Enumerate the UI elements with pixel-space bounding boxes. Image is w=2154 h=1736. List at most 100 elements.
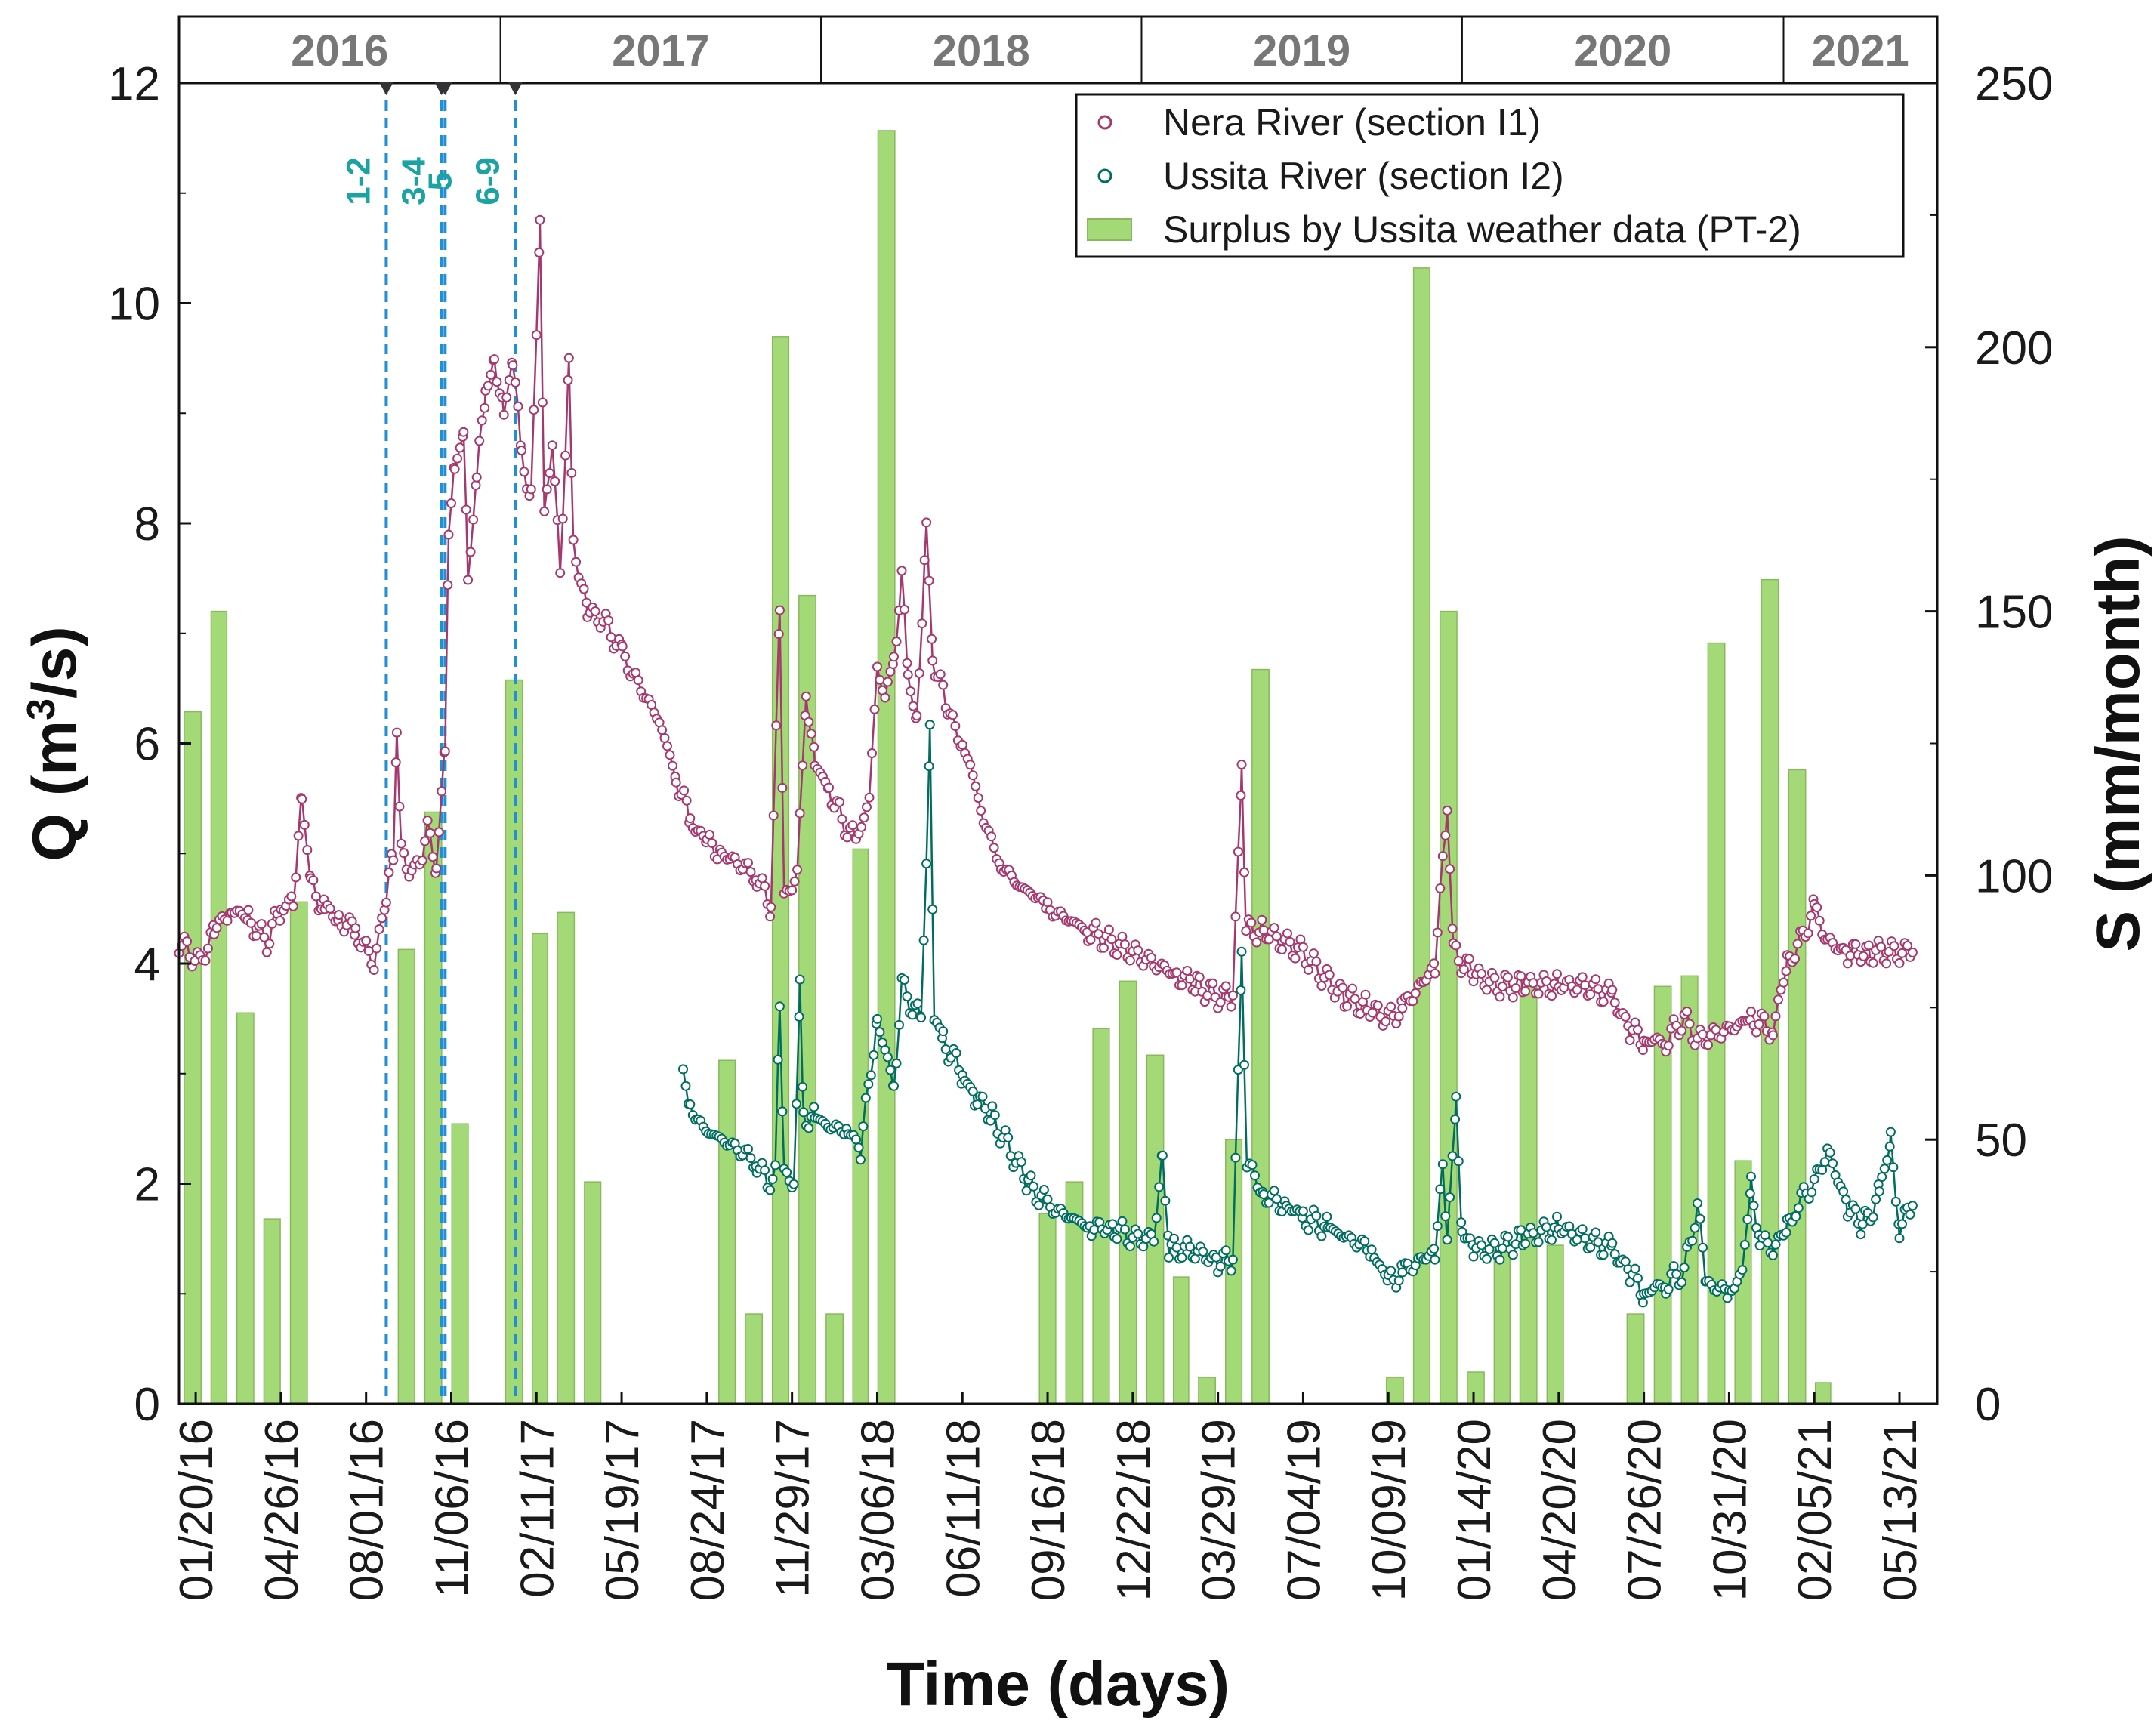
legend-ussita-label: Ussita River (section I2) (1163, 155, 1564, 197)
data-point (508, 360, 518, 371)
data-point (267, 918, 277, 929)
surplus-bar (210, 610, 228, 1405)
data-point (1897, 948, 1907, 958)
data-point (1322, 1211, 1332, 1222)
event-markers (378, 82, 523, 95)
data-point (1264, 1198, 1274, 1208)
data-point (557, 513, 568, 524)
data-point (1748, 1201, 1759, 1211)
y-left-tick-label: 2 (134, 1159, 160, 1211)
data-point (950, 721, 961, 731)
data-point (1169, 1233, 1179, 1244)
data-point (1430, 1254, 1440, 1265)
y-right-tick-label: 250 (1975, 58, 2053, 110)
data-point (760, 880, 770, 891)
data-point (760, 1165, 770, 1176)
data-point (1258, 1189, 1269, 1199)
data-point (291, 872, 301, 883)
data-point (1450, 1114, 1461, 1124)
y-right-axis-title: S (mm/month) (2084, 535, 2152, 951)
data-point (771, 720, 782, 731)
data-point (1359, 1236, 1370, 1247)
data-point (617, 641, 628, 652)
data-point (363, 945, 374, 956)
data-point (1303, 1225, 1313, 1235)
surplus-bar (1092, 1028, 1110, 1405)
year-label: 2018 (933, 26, 1030, 76)
data-point (1547, 991, 1557, 1001)
data-point (921, 517, 932, 528)
data-point (381, 897, 391, 908)
data-point (571, 557, 582, 567)
data-point (1698, 1242, 1708, 1253)
data-point (1687, 1235, 1698, 1246)
surplus-bar (745, 1313, 764, 1405)
surplus-bar (1519, 985, 1538, 1405)
data-point (1682, 1007, 1693, 1016)
data-point (1269, 1186, 1279, 1196)
data-point (434, 827, 444, 837)
data-point (443, 529, 454, 540)
data-point (603, 615, 614, 626)
data-point (245, 917, 256, 928)
data-point (1552, 969, 1562, 979)
data-point (1464, 954, 1474, 964)
data-point (1133, 945, 1143, 956)
data-point (251, 930, 261, 941)
data-point (1541, 976, 1551, 986)
data-point (1437, 1159, 1448, 1170)
data-point (869, 704, 880, 714)
y-left-tick-label: 12 (108, 58, 160, 110)
data-point (1607, 985, 1618, 995)
surplus-bar (1493, 1250, 1511, 1405)
data-point (824, 782, 834, 793)
x-axis-title: Time (days) (887, 1650, 1230, 1719)
data-point (1451, 940, 1461, 951)
data-point (986, 831, 997, 842)
data-point (1894, 1233, 1905, 1244)
data-point (1241, 926, 1251, 936)
data-point (680, 1081, 691, 1091)
data-point (889, 1081, 899, 1091)
data-point (1533, 1237, 1544, 1247)
y-right-tick-label: 100 (1975, 850, 2053, 902)
data-point (907, 1010, 918, 1020)
data-point (1907, 947, 1918, 957)
data-point (275, 915, 285, 926)
data-point (1264, 934, 1274, 945)
data-point (394, 801, 405, 812)
data-point (671, 777, 681, 788)
data-point (202, 943, 213, 954)
data-point (903, 669, 913, 680)
data-point (745, 867, 756, 877)
axes: 0 2 4 6 8 10 12 0 50 100 150 200 250 01/20/16 04/26/16… (108, 58, 2053, 1601)
data-point (1393, 1011, 1404, 1022)
x-tick-label: 09/16/18 (1023, 1419, 1075, 1601)
data-point (486, 369, 496, 380)
data-point (555, 568, 566, 578)
data-point (1251, 937, 1262, 948)
data-point (1620, 1011, 1631, 1022)
event-label: 6-9 (469, 157, 506, 205)
data-point (1239, 1059, 1249, 1070)
data-point (1003, 1133, 1014, 1142)
data-point (1410, 988, 1421, 998)
data-point (788, 1179, 799, 1189)
data-point (1089, 1225, 1100, 1235)
data-point (1763, 1238, 1773, 1248)
data-point (1502, 1232, 1513, 1242)
data-point (1598, 1250, 1609, 1260)
data-point (1759, 1011, 1770, 1022)
data-point (1194, 972, 1205, 982)
data-point (1877, 1172, 1887, 1183)
data-point (1342, 1001, 1353, 1011)
data-point (431, 863, 442, 874)
data-point (1663, 1041, 1674, 1051)
data-point (1533, 988, 1544, 999)
data-point (1246, 917, 1257, 928)
data-point (1792, 939, 1803, 949)
data-point (1819, 1157, 1830, 1167)
surplus-bar (1546, 1244, 1564, 1405)
data-point (1316, 981, 1327, 991)
data-point (529, 405, 539, 415)
